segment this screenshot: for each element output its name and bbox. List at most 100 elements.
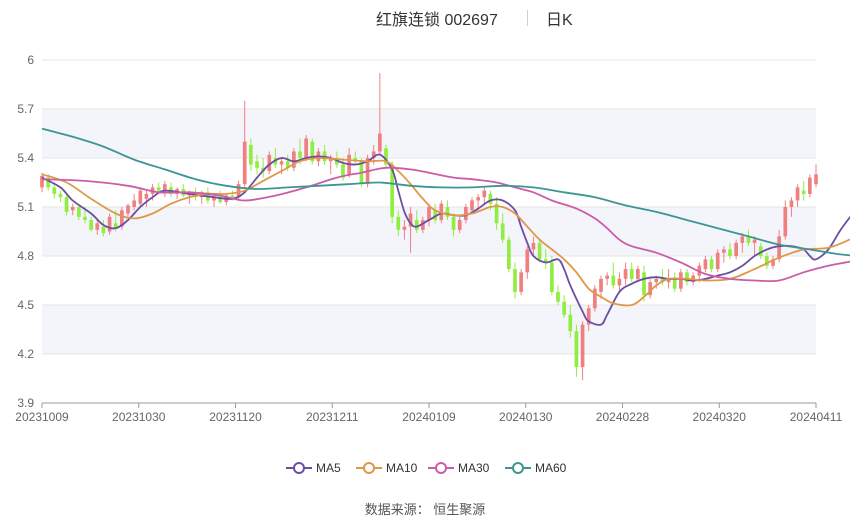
candle-body bbox=[113, 223, 118, 229]
candle bbox=[685, 269, 689, 286]
candle-body bbox=[298, 151, 302, 158]
y-tick-label: 4.2 bbox=[17, 347, 34, 361]
candle-body bbox=[752, 239, 757, 243]
data-source: 数据来源： 恒生聚源 bbox=[364, 502, 486, 517]
candle bbox=[617, 272, 622, 292]
candle bbox=[605, 272, 609, 286]
candle-body bbox=[144, 193, 149, 199]
candle bbox=[703, 256, 708, 273]
candle-body bbox=[89, 220, 93, 230]
candle bbox=[384, 144, 388, 168]
y-tick-label: 5.4 bbox=[17, 151, 34, 165]
candle bbox=[445, 200, 450, 221]
candle bbox=[212, 193, 216, 207]
candle bbox=[728, 242, 732, 260]
x-tick-label: 20231120 bbox=[209, 410, 262, 424]
legend-item-ma5[interactable]: MA5 bbox=[286, 459, 341, 477]
candle bbox=[525, 246, 530, 279]
candle bbox=[801, 180, 806, 201]
candle bbox=[132, 193, 136, 211]
legend-item-ma60[interactable]: MA60 bbox=[505, 459, 566, 477]
y-tick-label: 5.1 bbox=[17, 200, 34, 214]
candle-body bbox=[562, 301, 566, 315]
candle bbox=[77, 203, 81, 221]
candle bbox=[414, 210, 419, 234]
candle-body bbox=[814, 174, 818, 185]
candle bbox=[52, 182, 57, 199]
candle-body bbox=[242, 141, 247, 185]
x-tick-label: 20240130 bbox=[499, 410, 553, 424]
candle bbox=[715, 249, 720, 273]
candle-body bbox=[605, 275, 609, 279]
candle bbox=[740, 233, 745, 253]
candle-body bbox=[77, 207, 81, 217]
candle bbox=[550, 256, 554, 296]
candle bbox=[126, 203, 130, 217]
candle-body bbox=[709, 259, 714, 270]
candle-body bbox=[482, 190, 487, 198]
candle-body bbox=[70, 207, 75, 211]
candle-body bbox=[156, 187, 161, 191]
candle-body bbox=[40, 175, 44, 188]
candle bbox=[500, 213, 505, 243]
candle bbox=[310, 138, 315, 165]
candle-body bbox=[654, 278, 659, 283]
candle bbox=[611, 262, 616, 289]
candle-body bbox=[101, 226, 106, 234]
candle bbox=[562, 295, 566, 319]
candle bbox=[709, 256, 714, 273]
y-tick-label: 6 bbox=[27, 53, 34, 67]
candle-body bbox=[801, 190, 806, 194]
candle bbox=[70, 203, 75, 216]
candle-body bbox=[771, 259, 775, 266]
candle bbox=[482, 187, 487, 204]
candle-body bbox=[464, 207, 468, 221]
legend-item-ma30[interactable]: MA30 bbox=[428, 459, 489, 477]
legend-marker-ma5 bbox=[286, 462, 312, 474]
candle bbox=[746, 229, 751, 247]
candle bbox=[722, 246, 726, 263]
candle-body bbox=[46, 177, 50, 188]
candle bbox=[623, 262, 628, 286]
candle-body bbox=[666, 278, 671, 283]
candle-body bbox=[777, 236, 781, 260]
legend-label-ma60: MA60 bbox=[535, 461, 567, 475]
y-axis: 6 5.7 5.4 5.1 4.8 4.5 4.2 3.9 bbox=[17, 53, 34, 410]
candle-body bbox=[617, 278, 622, 286]
candle bbox=[46, 174, 50, 191]
candle-body bbox=[328, 158, 333, 162]
candle-body bbox=[543, 259, 548, 263]
candle bbox=[138, 187, 143, 207]
candle bbox=[341, 158, 345, 181]
candle bbox=[101, 220, 106, 237]
candle bbox=[89, 216, 93, 232]
candle bbox=[783, 200, 788, 240]
legend-item-ma10[interactable]: MA10 bbox=[356, 459, 417, 477]
candle bbox=[427, 203, 431, 227]
candle bbox=[95, 220, 100, 235]
candle bbox=[752, 236, 757, 256]
candle-body bbox=[255, 161, 259, 168]
candle-body bbox=[285, 161, 290, 168]
candle-body bbox=[519, 272, 523, 292]
candle bbox=[421, 216, 425, 234]
chart-title: 红旗连锁 002697 bbox=[376, 12, 498, 29]
candle-body bbox=[488, 193, 493, 204]
candle bbox=[556, 285, 560, 305]
candle bbox=[513, 262, 517, 299]
candle-body bbox=[107, 216, 112, 232]
candle bbox=[537, 239, 542, 263]
candle bbox=[267, 151, 272, 175]
candle-body bbox=[402, 226, 407, 230]
candle-body bbox=[734, 242, 738, 256]
candle bbox=[580, 321, 585, 381]
candle-body bbox=[648, 282, 652, 296]
candle-body bbox=[765, 256, 769, 266]
candle-body bbox=[132, 200, 136, 207]
candle-body bbox=[218, 197, 222, 203]
candle bbox=[378, 73, 382, 155]
x-tick-label: 20231211 bbox=[306, 410, 359, 424]
candle-body bbox=[599, 278, 603, 292]
x-tick-label: 20240228 bbox=[596, 410, 650, 424]
candle bbox=[464, 203, 468, 224]
